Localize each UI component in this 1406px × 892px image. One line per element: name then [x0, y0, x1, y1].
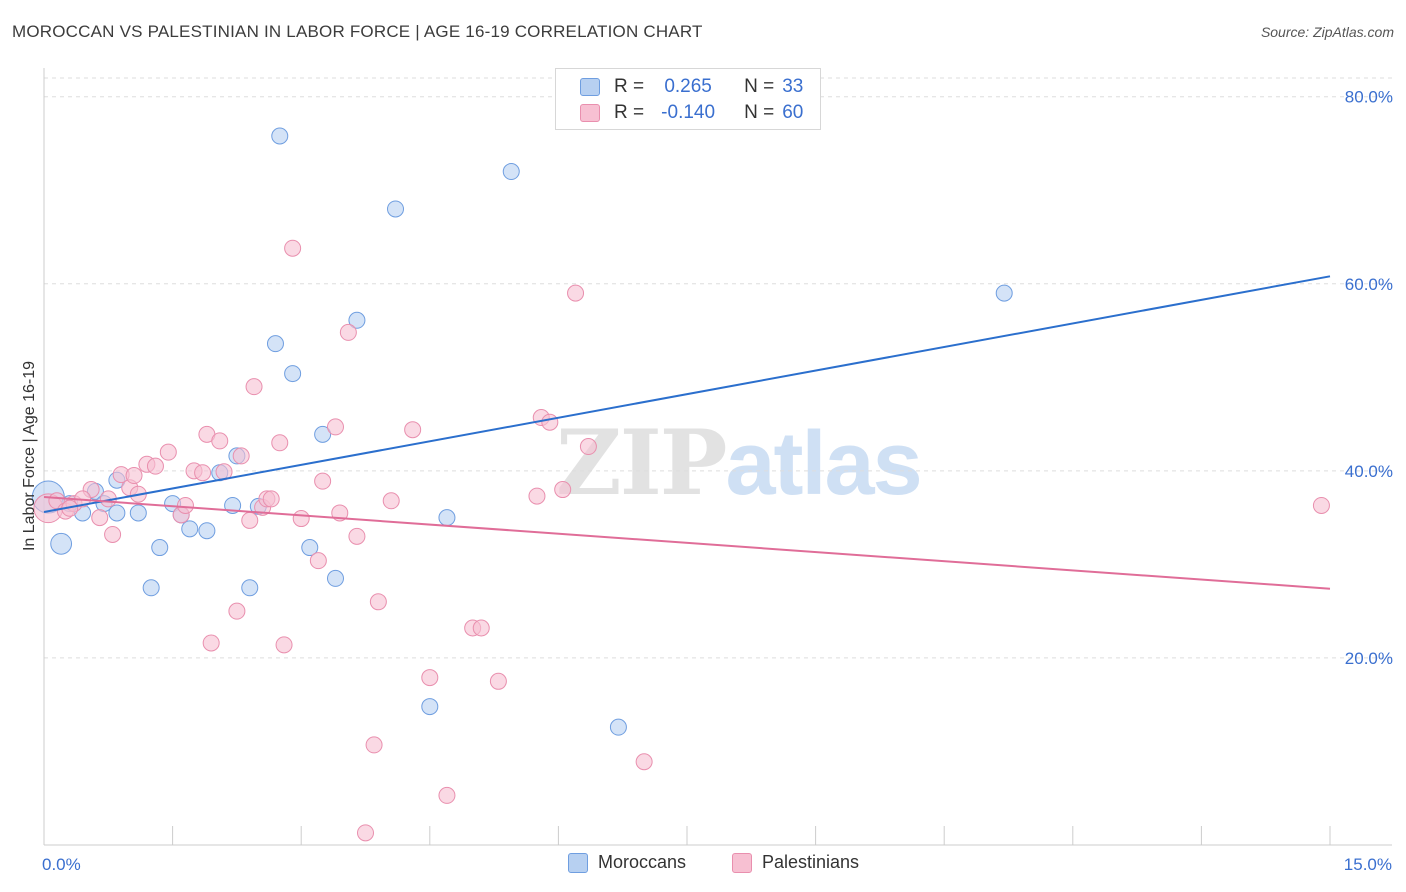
y-tick-label: 40.0% [1345, 462, 1393, 481]
palestinian-point [309, 552, 327, 570]
moroccan-point [387, 200, 405, 218]
palestinian-point [489, 672, 507, 690]
legend-r-label: R = [614, 102, 645, 123]
moroccan-point [151, 539, 169, 557]
x-tick-label: 15.0% [1344, 855, 1392, 874]
legend-r-value: 0.265 [664, 76, 712, 97]
palestinian-point [211, 432, 229, 450]
moroccan-point [314, 425, 332, 443]
moroccan-point [995, 284, 1013, 302]
moroccan-point [609, 718, 627, 736]
series-legend: Moroccans Palestinians [0, 852, 1406, 878]
moroccan-point [241, 579, 259, 597]
palestinian-point [245, 378, 263, 396]
legend-n-label: N = [744, 76, 775, 97]
palestinian-point [528, 487, 546, 505]
palestinian-point [91, 509, 109, 527]
legend-label-moroccans: Moroccans [598, 852, 687, 872]
moroccan-point [348, 311, 366, 329]
moroccan-point [421, 698, 439, 716]
palestinian-point [472, 619, 490, 637]
moroccan-point [198, 522, 216, 540]
palestinian-point [1312, 496, 1330, 514]
palestinian-point [404, 421, 422, 439]
palestinian-point [635, 753, 653, 771]
legend-item-palestinians[interactable]: Palestinians [732, 852, 859, 873]
moroccan-point [326, 569, 344, 587]
palestinian-point [541, 413, 559, 431]
watermark-zip: ZIP [556, 410, 727, 516]
watermark: ZIPatlas [556, 410, 923, 516]
palestinian-point [232, 447, 250, 465]
palestinian-point [357, 824, 374, 842]
palestinian-point [567, 284, 585, 302]
y-tick-label: 60.0% [1345, 275, 1393, 294]
palestinian-point [125, 467, 143, 485]
source-prefix: Source: [1260, 24, 1314, 40]
palestinian-point [202, 634, 220, 652]
legend-n-label: N = [744, 102, 775, 123]
palestinian-point [579, 438, 597, 456]
y-tick-label: 80.0% [1345, 88, 1393, 107]
palestinian-point [369, 593, 387, 611]
palestinian-point [194, 464, 212, 482]
moroccan-point [181, 520, 199, 538]
moroccan-point [271, 127, 289, 145]
moroccan-point [284, 365, 302, 383]
palestinian-point [292, 510, 310, 528]
legend-n-value: 33 [782, 76, 804, 97]
source-credit: Source: ZipAtlas.com [1261, 24, 1394, 40]
source-link[interactable]: ZipAtlas.com [1313, 24, 1394, 40]
stats-legend: R = 0.265 N = 33 R = -0.140 N = 60 [555, 68, 821, 130]
palestinian-point [339, 323, 357, 341]
palestinian-point [348, 527, 366, 545]
palestinian-trend-line [43, 496, 1331, 590]
legend-swatch-pink [580, 104, 600, 122]
palestinian-point [326, 418, 344, 436]
legend-r-label: R = [614, 76, 645, 97]
y-tick-label: 20.0% [1345, 649, 1393, 668]
legend-n-value: 60 [782, 102, 804, 123]
moroccan-point [108, 504, 126, 522]
moroccan-point [301, 539, 319, 557]
legend-row-palestinians: R = -0.140 N = 60 [580, 101, 803, 125]
moroccan-point [438, 509, 456, 527]
x-tick-label: 0.0% [42, 855, 81, 874]
legend-label-palestinians: Palestinians [762, 852, 860, 872]
moroccan-point [129, 504, 147, 522]
palestinian-point [314, 472, 332, 490]
palestinian-point [275, 636, 293, 654]
legend-swatch-blue [580, 78, 600, 96]
legend-swatch-blue [568, 852, 588, 873]
palestinian-point [176, 496, 194, 514]
palestinian-point [382, 492, 400, 510]
palestinian-point [554, 481, 572, 499]
legend-swatch-pink [732, 852, 752, 873]
palestinian-point [262, 490, 280, 508]
palestinian-point [271, 434, 289, 452]
y-axis-title: In Labor Force | Age 16-19 [21, 360, 38, 552]
moroccan-point [266, 335, 284, 353]
palestinian-point [365, 736, 383, 754]
palestinian-point [284, 239, 302, 257]
legend-item-moroccans[interactable]: Moroccans [568, 852, 686, 873]
palestinian-point [228, 602, 246, 620]
palestinian-point [159, 443, 177, 461]
legend-r-value: -0.140 [661, 102, 716, 123]
palestinian-point [241, 511, 259, 529]
chart-title: MOROCCAN VS PALESTINIAN IN LABOR FORCE |… [12, 22, 703, 41]
palestinian-point [438, 786, 456, 804]
moroccan-point [50, 532, 73, 555]
moroccan-trend-line [43, 275, 1331, 513]
palestinian-point [421, 669, 439, 687]
palestinian-point [104, 525, 122, 543]
legend-row-moroccans: R = 0.265 N = 33 [580, 75, 803, 99]
moroccan-point [142, 579, 160, 597]
moroccan-point [502, 163, 520, 181]
palestinian-point [146, 457, 164, 475]
watermark-atlas: atlas [725, 414, 922, 514]
